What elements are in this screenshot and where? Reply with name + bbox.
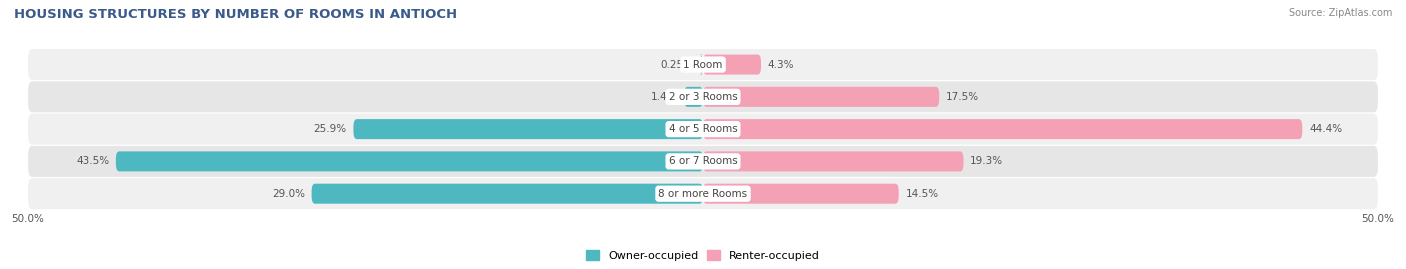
FancyBboxPatch shape [703,151,963,171]
FancyBboxPatch shape [685,87,703,107]
FancyBboxPatch shape [28,81,1378,112]
FancyBboxPatch shape [703,55,761,75]
FancyBboxPatch shape [703,87,939,107]
FancyBboxPatch shape [703,119,1302,139]
FancyBboxPatch shape [28,178,1378,209]
FancyBboxPatch shape [312,184,703,204]
Text: 19.3%: 19.3% [970,156,1004,167]
Text: 6 or 7 Rooms: 6 or 7 Rooms [669,156,737,167]
FancyBboxPatch shape [700,55,703,75]
Text: 2 or 3 Rooms: 2 or 3 Rooms [669,92,737,102]
Legend: Owner-occupied, Renter-occupied: Owner-occupied, Renter-occupied [586,250,820,261]
Text: HOUSING STRUCTURES BY NUMBER OF ROOMS IN ANTIOCH: HOUSING STRUCTURES BY NUMBER OF ROOMS IN… [14,8,457,21]
Text: 44.4%: 44.4% [1309,124,1343,134]
Text: 14.5%: 14.5% [905,189,939,199]
Text: 43.5%: 43.5% [76,156,110,167]
Text: Source: ZipAtlas.com: Source: ZipAtlas.com [1288,8,1392,18]
FancyBboxPatch shape [115,151,703,171]
Text: 8 or more Rooms: 8 or more Rooms [658,189,748,199]
FancyBboxPatch shape [28,49,1378,80]
Text: 17.5%: 17.5% [946,92,979,102]
Text: 0.25%: 0.25% [659,59,693,70]
Text: 29.0%: 29.0% [271,189,305,199]
FancyBboxPatch shape [353,119,703,139]
Text: 25.9%: 25.9% [314,124,347,134]
Text: 4 or 5 Rooms: 4 or 5 Rooms [669,124,737,134]
Text: 1.4%: 1.4% [651,92,678,102]
FancyBboxPatch shape [28,114,1378,145]
FancyBboxPatch shape [703,184,898,204]
Text: 1 Room: 1 Room [683,59,723,70]
Text: 4.3%: 4.3% [768,59,794,70]
FancyBboxPatch shape [28,146,1378,177]
